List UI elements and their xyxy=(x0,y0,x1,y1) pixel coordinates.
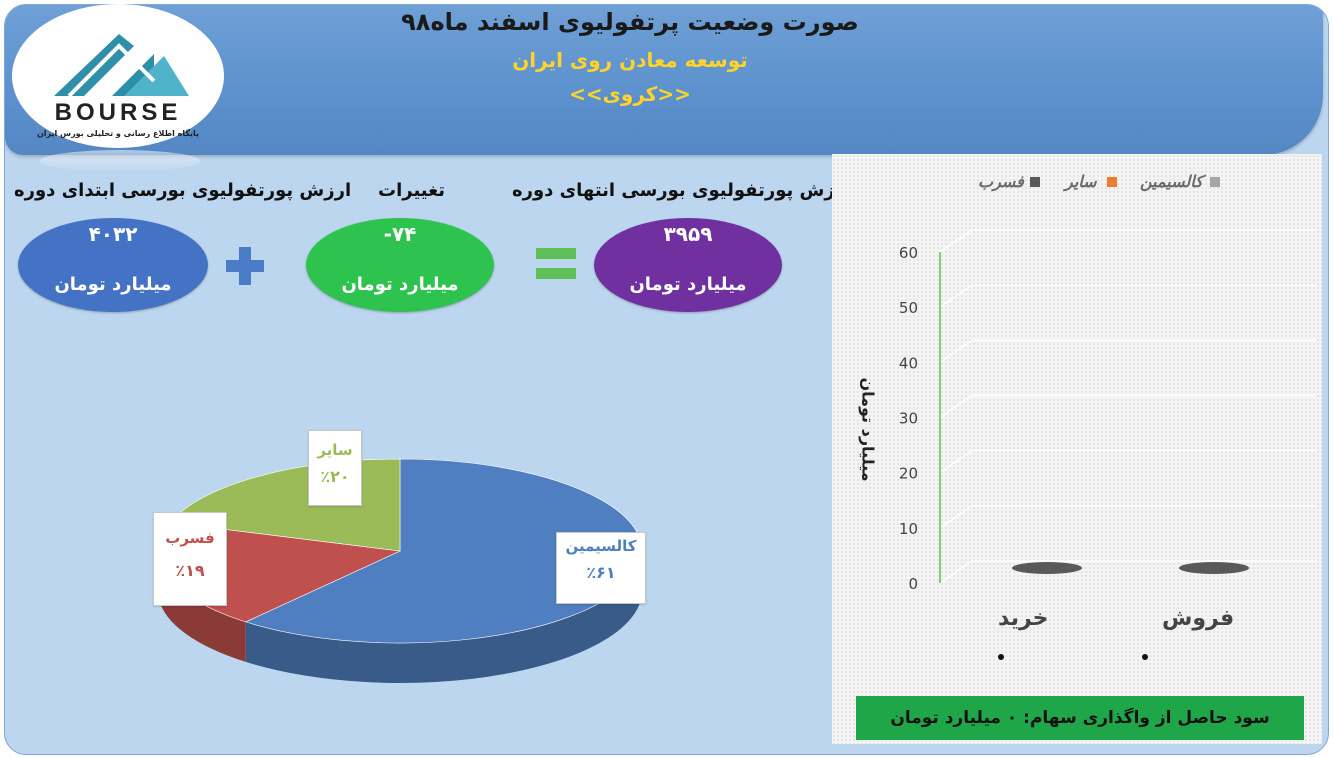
start-value: ۴۰۳۲ xyxy=(88,222,138,246)
start-unit: میلیارد تومان xyxy=(54,274,172,295)
equals-icon-bar xyxy=(536,268,576,279)
pie-slice-side-0 xyxy=(245,551,642,683)
company-name: توسعه معادن روی ایران xyxy=(512,48,748,72)
y-tick-50: 50 xyxy=(899,299,918,317)
y-axis-label: میلیارد تومان xyxy=(858,377,878,482)
logo-wordmark: BOURSE xyxy=(55,99,182,126)
pie-label-fasorb: فسرب ٪۱۹ xyxy=(153,512,227,606)
pie-label-calcimin-name: کالسیمین xyxy=(565,537,637,555)
legend-other: سایر xyxy=(1065,172,1097,191)
gridline-60 xyxy=(939,229,1316,253)
end-value-label: ارزش پورتفولیوی بورسی انتهای دوره xyxy=(512,180,852,201)
gridline-40 xyxy=(939,339,1316,363)
y-tick-10: 10 xyxy=(899,520,918,538)
pie-label-other-name: سایر xyxy=(317,441,353,459)
end-unit: میلیارد تومان xyxy=(629,274,747,295)
y-tick-20: 20 xyxy=(899,465,918,483)
pie-label-other-percent: ٪۲۰ xyxy=(320,467,350,486)
bar-base-0 xyxy=(1012,562,1082,574)
start-value-label: ارزش پورتفولیوی بورسی ابتدای دوره xyxy=(14,180,352,201)
pie-label-fasorb-name: فسرب xyxy=(165,529,215,547)
logo-subtext: پایگاه اطلاع رسانی و تحلیلی بورس ایران xyxy=(37,128,199,139)
sale-profit-box: سود حاصل از واگذاری سهام: ۰ میلیارد توما… xyxy=(856,696,1304,740)
legend-swatch-calcimin xyxy=(1210,177,1220,187)
gridline-20 xyxy=(939,449,1316,474)
legend-fasorb: فسرب xyxy=(978,172,1024,191)
plus-icon-bar xyxy=(226,260,264,272)
end-value: ۳۹۵۹ xyxy=(663,222,713,246)
category-buy-marker xyxy=(998,654,1004,660)
gridline-50 xyxy=(939,284,1316,308)
category-buy: خرید xyxy=(998,606,1049,631)
change-unit: میلیارد تومان xyxy=(341,274,459,295)
legend-calcimin: کالسیمین xyxy=(1140,172,1203,191)
change-value-ellipse: -۷۴ میلیارد تومان xyxy=(306,218,494,312)
header-banner xyxy=(5,5,1323,155)
y-tick-30: 30 xyxy=(899,410,918,428)
bourse-logo: BOURSE پایگاه اطلاع رسانی و تحلیلی بورس … xyxy=(14,6,222,146)
bar-chart-panel xyxy=(832,154,1322,744)
legend-swatch-other xyxy=(1107,177,1117,187)
y-tick-40: 40 xyxy=(899,354,918,372)
gridline-30 xyxy=(939,394,1316,419)
start-value-ellipse: ۴۰۳۲ میلیارد تومان xyxy=(18,218,208,312)
category-sell-marker xyxy=(1142,654,1148,660)
y-tick-0: 0 xyxy=(908,575,918,593)
change-label: تغییرات xyxy=(378,180,446,201)
pie-label-calcimin-percent: ٪۶۱ xyxy=(586,563,616,582)
pie-label-calcimin: کالسیمین ٪۶۱ xyxy=(556,532,646,604)
pie-label-fasorb-percent: ٪۱۹ xyxy=(175,561,205,580)
pie-slice-side-1 xyxy=(158,551,246,662)
end-value-ellipse: ۳۹۵۹ میلیارد تومان xyxy=(594,218,782,312)
gridline-0 xyxy=(939,560,1316,584)
y-tick-60: 60 xyxy=(899,244,918,262)
ticker-symbol: <<کروی>> xyxy=(569,82,691,106)
bar-base-1 xyxy=(1179,562,1249,574)
page-title: صورت وضعیت پرتفولیوی اسفند ماه۹۸ xyxy=(401,8,859,36)
equals-icon xyxy=(536,248,576,259)
logo-reflection xyxy=(40,150,200,172)
change-value: -۷۴ xyxy=(383,222,417,246)
category-sell: فروش xyxy=(1162,606,1235,631)
legend-swatch-fasorb xyxy=(1030,177,1040,187)
gridline-10 xyxy=(939,505,1316,529)
logo-mark-icon xyxy=(54,34,189,98)
pie-label-other: سایر ٪۲۰ xyxy=(308,430,362,506)
